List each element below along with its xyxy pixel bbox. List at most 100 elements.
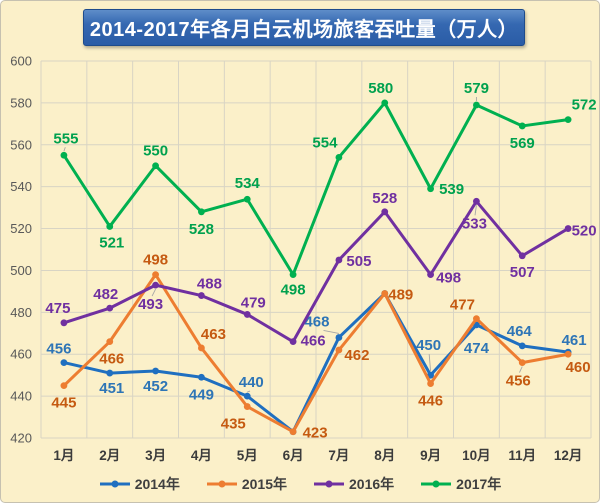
data-point [106, 338, 114, 346]
label-leader-line [474, 205, 477, 216]
data-point [381, 290, 389, 297]
data-label: 423 [303, 425, 328, 442]
data-label: 452 [143, 378, 168, 395]
data-label: 498 [281, 282, 306, 299]
data-label: 533 [462, 215, 487, 232]
x-tick-label: 1月 [53, 448, 74, 463]
data-point [518, 342, 526, 350]
data-label: 498 [143, 252, 168, 269]
data-label: 493 [138, 296, 163, 313]
data-point [381, 99, 389, 107]
y-tick-label: 420 [10, 431, 32, 446]
data-point [152, 281, 159, 289]
data-point [243, 392, 251, 400]
data-point [564, 116, 572, 124]
data-label: 482 [93, 286, 118, 303]
data-point [564, 350, 572, 358]
data-point [198, 373, 205, 381]
label-leader-line [247, 390, 251, 393]
legend-label: 2017年 [456, 476, 502, 492]
data-point [289, 271, 297, 279]
data-point [106, 223, 114, 230]
data-label: 449 [189, 386, 214, 403]
data-label: 440 [239, 374, 264, 391]
y-tick-label: 600 [10, 54, 32, 69]
data-point [427, 185, 434, 193]
gridlines [40, 60, 592, 439]
legend-item-2017年: 2017年 [420, 474, 501, 494]
data-label: 474 [464, 340, 490, 357]
data-point [198, 208, 205, 216]
data-point [335, 334, 343, 341]
x-tick-label: 6月 [283, 448, 304, 463]
data-label: 520 [572, 223, 597, 240]
data-label: 488 [197, 276, 222, 293]
legend-swatch-icon [421, 480, 452, 488]
data-point [473, 197, 480, 205]
data-point [243, 403, 251, 410]
data-point [473, 315, 480, 323]
data-point [289, 338, 297, 346]
data-point [243, 195, 251, 203]
data-label: 435 [221, 416, 246, 433]
chart-title-banner: 2014-2017年各月白云机场旅客吞吐量（万人） [83, 9, 525, 46]
legend-swatch-icon [99, 480, 130, 488]
data-point [518, 252, 526, 260]
x-tick-label: 2月 [99, 448, 120, 463]
data-label: 507 [510, 264, 535, 281]
data-label: 450 [416, 337, 441, 354]
y-tick-label: 540 [10, 179, 32, 194]
data-label: 451 [99, 380, 124, 397]
data-label: 539 [439, 181, 464, 198]
y-tick-label: 520 [10, 221, 32, 236]
label-leader-line [323, 330, 340, 334]
series-line [62, 273, 570, 434]
x-tick-label: 12月 [554, 448, 583, 463]
data-label: 572 [572, 97, 597, 114]
x-tick-label: 10月 [462, 448, 491, 463]
data-point [518, 359, 526, 366]
data-point [106, 304, 114, 312]
x-tick-label: 3月 [145, 448, 166, 463]
data-point [152, 367, 159, 375]
series-2017年: 555 521 550 528 534 498 554 580 539 579 569 572 [53, 80, 596, 299]
data-point [335, 346, 343, 354]
x-tick-label: 11月 [508, 448, 536, 463]
data-label: 446 [418, 393, 443, 410]
data-point [60, 319, 68, 327]
data-label: 489 [388, 286, 413, 303]
data-label: 554 [312, 134, 338, 151]
data-label: 477 [450, 297, 475, 314]
data-point [198, 344, 205, 352]
data-point [106, 369, 114, 377]
data-point [152, 271, 159, 279]
data-label: 521 [99, 234, 124, 251]
x-tick-label: 9月 [420, 448, 441, 463]
y-tick-label: 500 [10, 263, 32, 278]
series-line [62, 101, 570, 277]
series-line [62, 291, 570, 434]
data-label: 456 [46, 341, 71, 358]
data-label: 468 [304, 313, 329, 330]
data-label: 528 [189, 221, 214, 238]
legend-swatch-icon [206, 480, 237, 488]
data-label: 498 [436, 270, 461, 287]
data-point [564, 225, 572, 232]
data-label: 579 [464, 80, 489, 97]
legend-item-2015年: 2015年 [206, 474, 287, 494]
legend-label: 2015年 [241, 476, 287, 492]
series-line [62, 199, 570, 344]
data-label: 479 [241, 294, 266, 311]
y-tick-label: 560 [10, 137, 32, 152]
data-point [335, 256, 343, 264]
legend-swatch-icon [314, 480, 344, 488]
x-tick-label: 8月 [374, 448, 395, 463]
data-label: 475 [45, 300, 70, 317]
data-point [60, 151, 68, 159]
y-tick-label: 460 [10, 347, 32, 362]
data-point [60, 382, 68, 390]
y-tick-label: 480 [10, 305, 32, 320]
x-tick-label: 7月 [328, 448, 349, 463]
